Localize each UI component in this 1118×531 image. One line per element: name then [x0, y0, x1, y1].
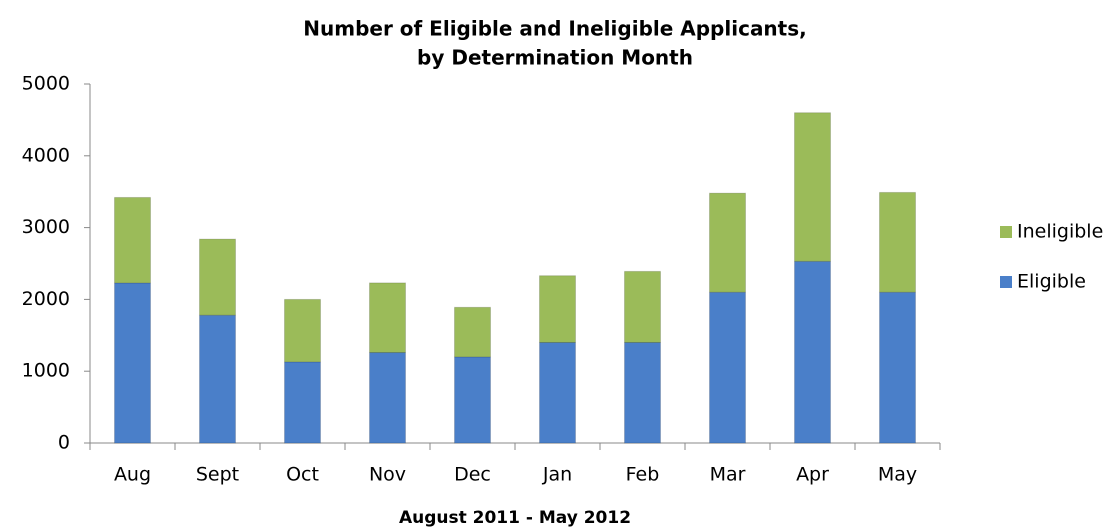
legend-label: Ineligible: [1017, 221, 1103, 243]
x-tick-label: Nov: [369, 464, 406, 486]
chart-title: by Determination Month: [417, 46, 693, 70]
bar: [454, 306, 491, 358]
legend-swatch: [1000, 276, 1012, 288]
x-axis-title: August 2011 - May 2012: [399, 508, 631, 528]
x-tick-label: Mar: [710, 464, 746, 486]
bar: [879, 191, 916, 293]
y-tick-label: 3000: [22, 216, 70, 238]
y-tick-label: 0: [58, 432, 70, 454]
bar: [624, 270, 661, 343]
y-tick-label: 2000: [22, 288, 70, 310]
bar: [284, 361, 321, 444]
bar: [624, 341, 661, 444]
bar: [369, 352, 406, 444]
x-tick-label: Aug: [114, 464, 151, 486]
bar: [539, 275, 576, 343]
legend-label: Eligible: [1017, 271, 1086, 293]
y-tick-label: 1000: [22, 360, 70, 382]
x-tick-label: Jan: [542, 464, 572, 486]
bar: [199, 238, 236, 316]
bar: [199, 314, 236, 444]
bar: [454, 356, 491, 444]
x-tick-label: Apr: [796, 464, 829, 486]
bar: [539, 341, 576, 444]
x-tick-label: May: [878, 464, 917, 486]
x-tick-label: Feb: [626, 464, 660, 486]
y-tick-label: 4000: [22, 144, 70, 166]
y-tick-label: 5000: [22, 73, 70, 95]
bar: [114, 196, 151, 284]
bar: [794, 112, 831, 262]
x-tick-label: Sept: [196, 464, 239, 486]
bar: [709, 291, 746, 444]
chart-title: Number of Eligible and Ineligible Applic…: [303, 17, 807, 41]
bar: [879, 291, 916, 444]
bar: [794, 260, 831, 444]
x-tick-label: Dec: [454, 464, 491, 486]
x-tick-label: Oct: [286, 464, 319, 486]
bar: [369, 282, 406, 354]
bar: [114, 282, 151, 444]
legend-swatch: [1000, 226, 1012, 238]
bar: [709, 192, 746, 293]
bar: [284, 298, 321, 363]
